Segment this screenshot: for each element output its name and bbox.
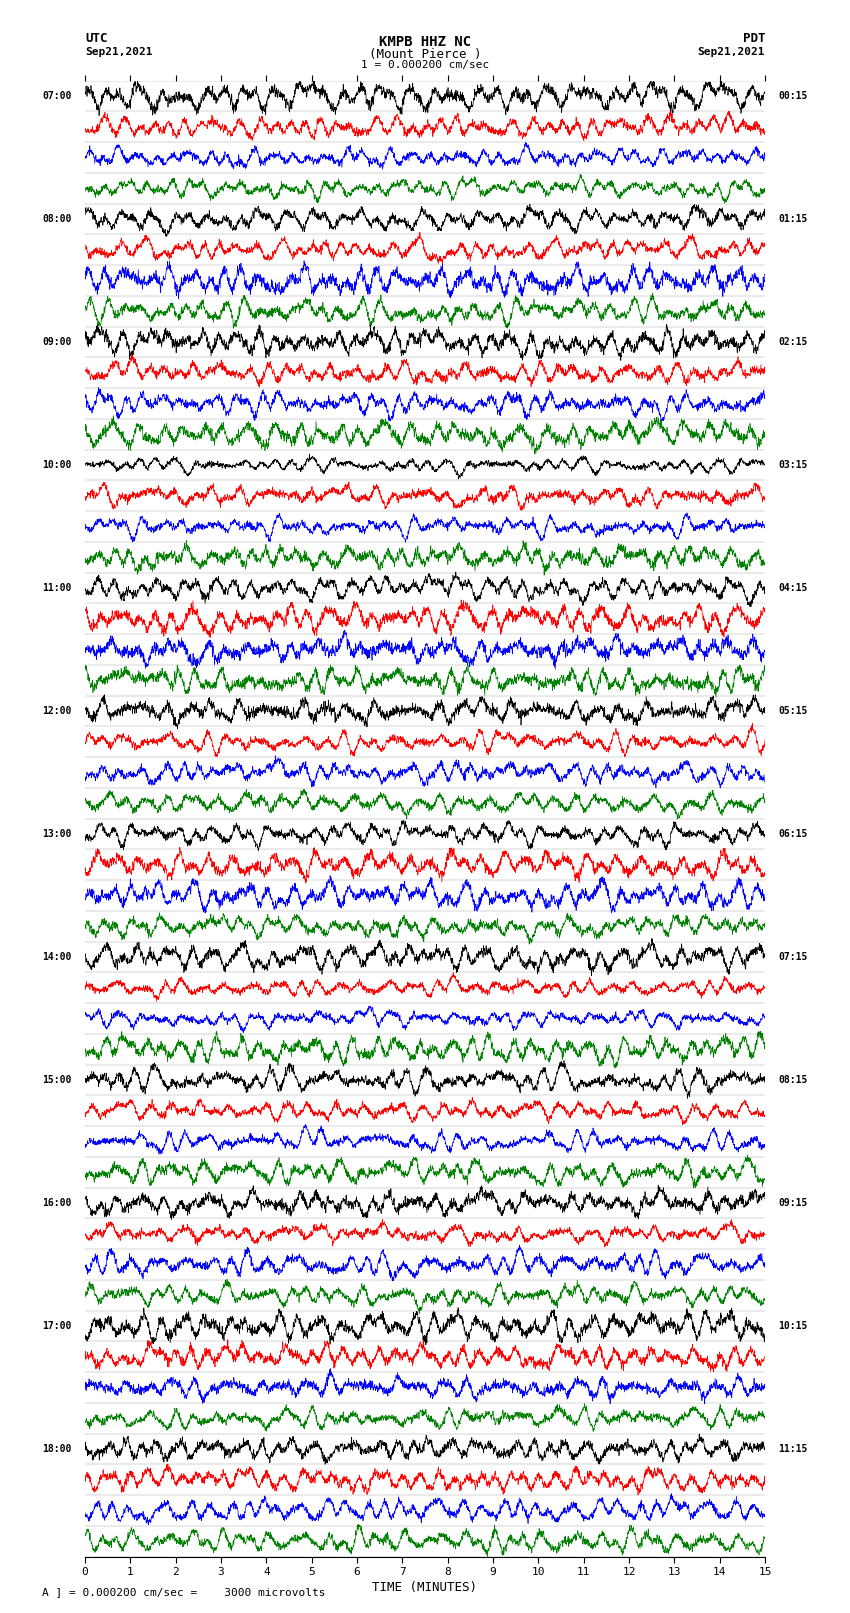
Text: 14:00: 14:00 <box>42 952 71 961</box>
Text: 1 = 0.000200 cm/sec: 1 = 0.000200 cm/sec <box>361 60 489 69</box>
Text: PDT: PDT <box>743 32 765 45</box>
Text: 08:00: 08:00 <box>42 215 71 224</box>
Text: 08:15: 08:15 <box>779 1074 808 1086</box>
Text: 17:00: 17:00 <box>42 1321 71 1331</box>
Text: Sep21,2021: Sep21,2021 <box>698 47 765 56</box>
Text: A ] = 0.000200 cm/sec =    3000 microvolts: A ] = 0.000200 cm/sec = 3000 microvolts <box>42 1587 326 1597</box>
Text: KMPB HHZ NC: KMPB HHZ NC <box>379 35 471 50</box>
Text: 00:15: 00:15 <box>779 90 808 102</box>
Text: 10:00: 10:00 <box>42 460 71 469</box>
Text: 09:00: 09:00 <box>42 337 71 347</box>
Text: 09:15: 09:15 <box>779 1198 808 1208</box>
Text: (Mount Pierce ): (Mount Pierce ) <box>369 48 481 61</box>
X-axis label: TIME (MINUTES): TIME (MINUTES) <box>372 1581 478 1594</box>
Text: 04:15: 04:15 <box>779 582 808 594</box>
Text: 10:15: 10:15 <box>779 1321 808 1331</box>
Text: Sep21,2021: Sep21,2021 <box>85 47 152 56</box>
Text: 07:00: 07:00 <box>42 90 71 102</box>
Text: 11:00: 11:00 <box>42 582 71 594</box>
Text: 01:15: 01:15 <box>779 215 808 224</box>
Text: 06:15: 06:15 <box>779 829 808 839</box>
Text: UTC: UTC <box>85 32 107 45</box>
Text: 18:00: 18:00 <box>42 1444 71 1453</box>
Text: 16:00: 16:00 <box>42 1198 71 1208</box>
Text: 15:00: 15:00 <box>42 1074 71 1086</box>
Text: 13:00: 13:00 <box>42 829 71 839</box>
Text: 11:15: 11:15 <box>779 1444 808 1453</box>
Text: 03:15: 03:15 <box>779 460 808 469</box>
Text: 07:15: 07:15 <box>779 952 808 961</box>
Text: 12:00: 12:00 <box>42 706 71 716</box>
Text: 02:15: 02:15 <box>779 337 808 347</box>
Text: 05:15: 05:15 <box>779 706 808 716</box>
